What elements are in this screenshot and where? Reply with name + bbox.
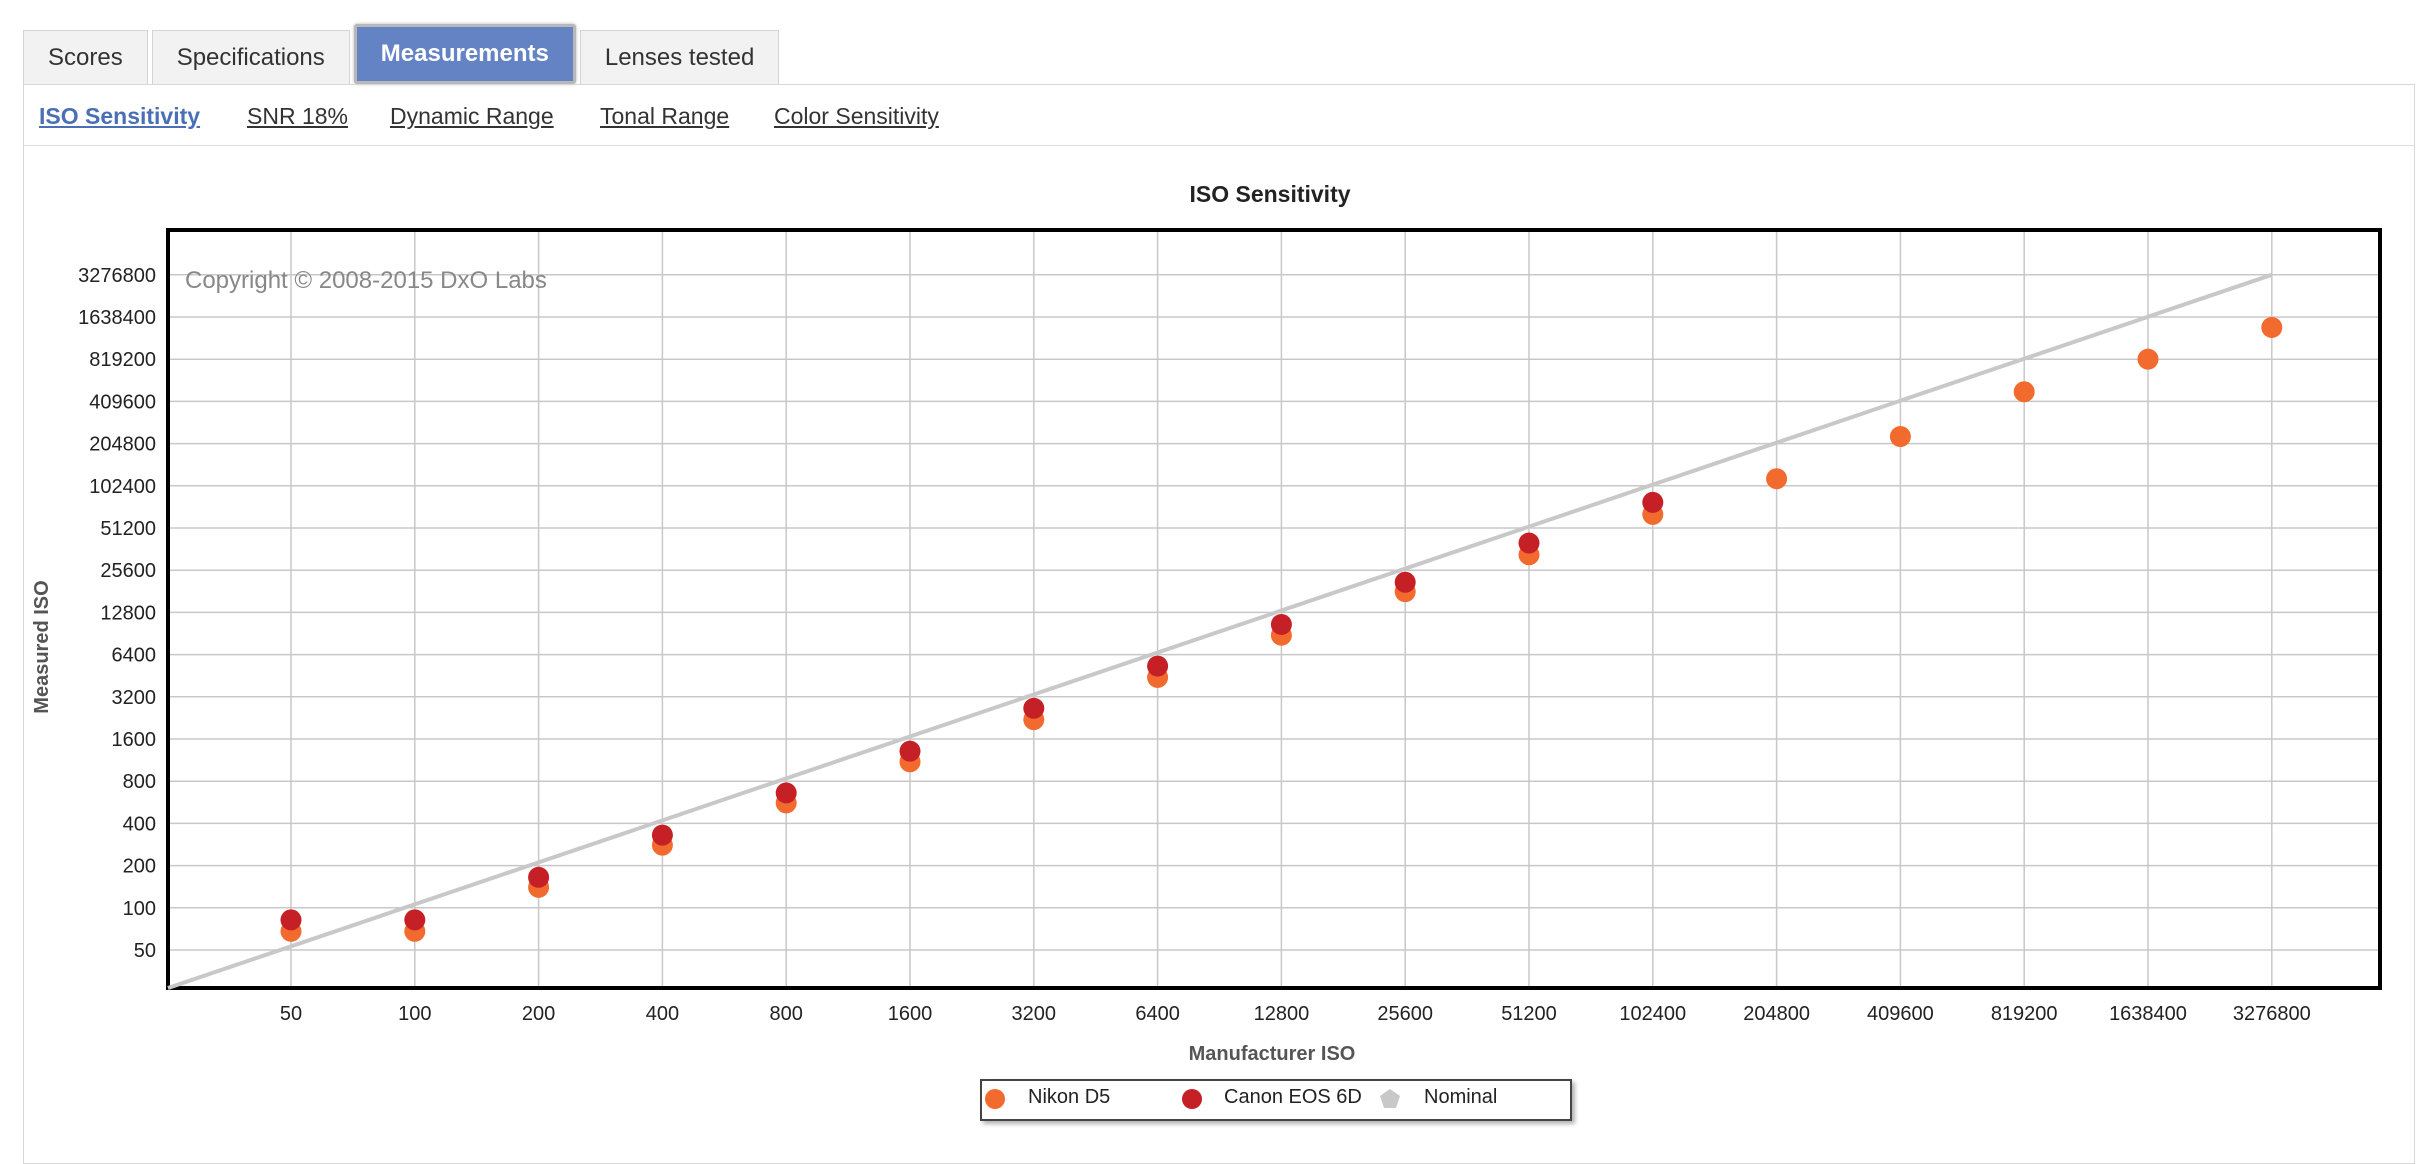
y-tick-label: 409600: [89, 391, 156, 413]
y-tick-label: 50: [134, 940, 156, 962]
legend-marker-nikon-d5: [985, 1089, 1005, 1109]
legend-box: [980, 1079, 1572, 1121]
x-axis-label: Manufacturer ISO: [1189, 1043, 1356, 1065]
chart-title: ISO Sensitivity: [1189, 181, 1350, 207]
canon-eos-6d-point: [1394, 571, 1416, 593]
x-tick-label: 800: [770, 1003, 803, 1025]
y-tick-label: 400: [123, 813, 156, 835]
x-tick-label: 1638400: [2109, 1003, 2187, 1025]
x-tick-label: 400: [646, 1003, 679, 1025]
plot-area-frame: [166, 228, 2382, 990]
x-tick-label: 3276800: [2233, 1003, 2311, 1025]
y-tick-label: 25600: [100, 560, 156, 582]
legend-marker-nominal: [1380, 1089, 1400, 1108]
canon-eos-6d-point: [280, 909, 302, 931]
x-tick-label: 819200: [1991, 1003, 2058, 1025]
x-tick-label: 409600: [1867, 1003, 1934, 1025]
y-tick-label: 800: [123, 771, 156, 793]
canon-eos-6d-point: [1642, 491, 1664, 513]
legend-label-nominal[interactable]: Nominal: [1424, 1086, 1497, 1108]
y-tick-label: 6400: [112, 645, 157, 667]
y-tick-label: 1638400: [78, 307, 156, 329]
subnav-color-sensitivity[interactable]: Color Sensitivity: [774, 103, 939, 129]
x-tick-label: 200: [522, 1003, 555, 1025]
tab-scores[interactable]: Scores: [23, 30, 148, 84]
y-tick-label: 51200: [100, 518, 156, 540]
canon-eos-6d-point: [404, 909, 426, 931]
tab-specifications[interactable]: Specifications: [151, 30, 350, 84]
measurement-subnav: ISO Sensitivity SNR 18% Dynamic Range To…: [24, 85, 2414, 146]
data-points: [280, 316, 2283, 942]
copyright-text: Copyright © 2008-2015 DxO Labs: [185, 267, 547, 294]
nikon-d5-point: [2261, 316, 2283, 338]
x-tick-label: 100: [398, 1003, 431, 1025]
x-axis-ticks: 50 100 200 400 800 1600 3200 6400 12800 25600 5120…: [280, 1003, 2311, 1025]
nominal-line: [167, 272, 2273, 990]
y-tick-label: 204800: [89, 434, 156, 456]
x-tick-label: 102400: [1619, 1003, 1686, 1025]
tab-measurements[interactable]: Measurements: [353, 24, 576, 84]
canon-eos-6d-point: [899, 740, 921, 762]
y-axis-label: Measured ISO: [31, 580, 53, 713]
x-tick-label: 6400: [1135, 1003, 1180, 1025]
nikon-d5-point: [1766, 468, 1788, 490]
tab-lenses-tested[interactable]: Lenses tested: [579, 30, 780, 84]
legend: Nikon D5 Canon EOS 6D Nominal: [980, 1079, 1572, 1121]
x-tick-label: 25600: [1377, 1003, 1433, 1025]
x-tick-label: 3200: [1012, 1003, 1057, 1025]
legend-label-canon-eos-6d[interactable]: Canon EOS 6D: [1224, 1086, 1362, 1108]
y-tick-label: 819200: [89, 349, 156, 371]
x-tick-label: 51200: [1501, 1003, 1557, 1025]
canon-eos-6d-point: [1518, 532, 1540, 554]
subnav-dynamic-range[interactable]: Dynamic Range: [390, 103, 554, 129]
canon-eos-6d-point: [1023, 697, 1045, 719]
legend-marker-canon-eos-6d: [1182, 1089, 1202, 1109]
y-tick-label: 3200: [112, 687, 157, 709]
tab-bar: Scores Specifications Measurements Lense…: [23, 24, 783, 84]
x-tick-label: 1600: [888, 1003, 933, 1025]
y-tick-label: 100: [123, 898, 156, 920]
nikon-d5-point: [2013, 381, 2035, 403]
x-tick-label: 50: [280, 1003, 302, 1025]
measurements-panel: ISO Sensitivity SNR 18% Dynamic Range To…: [23, 84, 2415, 1164]
y-tick-label: 12800: [100, 602, 156, 624]
legend-label-nikon-d5[interactable]: Nikon D5: [1028, 1086, 1110, 1108]
canon-eos-6d-point: [1270, 613, 1292, 635]
y-tick-label: 1600: [112, 729, 157, 751]
nominal-series-line: [167, 272, 2273, 990]
canon-eos-6d-point: [651, 824, 673, 846]
canon-eos-6d-point: [1147, 655, 1169, 677]
x-tick-label: 204800: [1743, 1003, 1810, 1025]
nikon-d5-point: [1889, 426, 1911, 448]
subnav-tonal-range[interactable]: Tonal Range: [600, 103, 730, 129]
y-tick-label: 102400: [89, 476, 156, 498]
y-axis-ticks: 50 100 200 400 800 1600 3200 6400 12800 25600 5120…: [78, 265, 156, 962]
x-tick-label: 12800: [1254, 1003, 1310, 1025]
subnav-iso-sensitivity[interactable]: ISO Sensitivity: [39, 103, 201, 129]
subnav-snr-18[interactable]: SNR 18%: [247, 103, 348, 129]
nikon-d5-point: [2137, 348, 2159, 370]
y-tick-label: 200: [123, 856, 156, 878]
canon-eos-6d-point: [775, 782, 797, 804]
canon-eos-6d-point: [528, 866, 550, 888]
y-tick-label: 3276800: [78, 265, 156, 287]
